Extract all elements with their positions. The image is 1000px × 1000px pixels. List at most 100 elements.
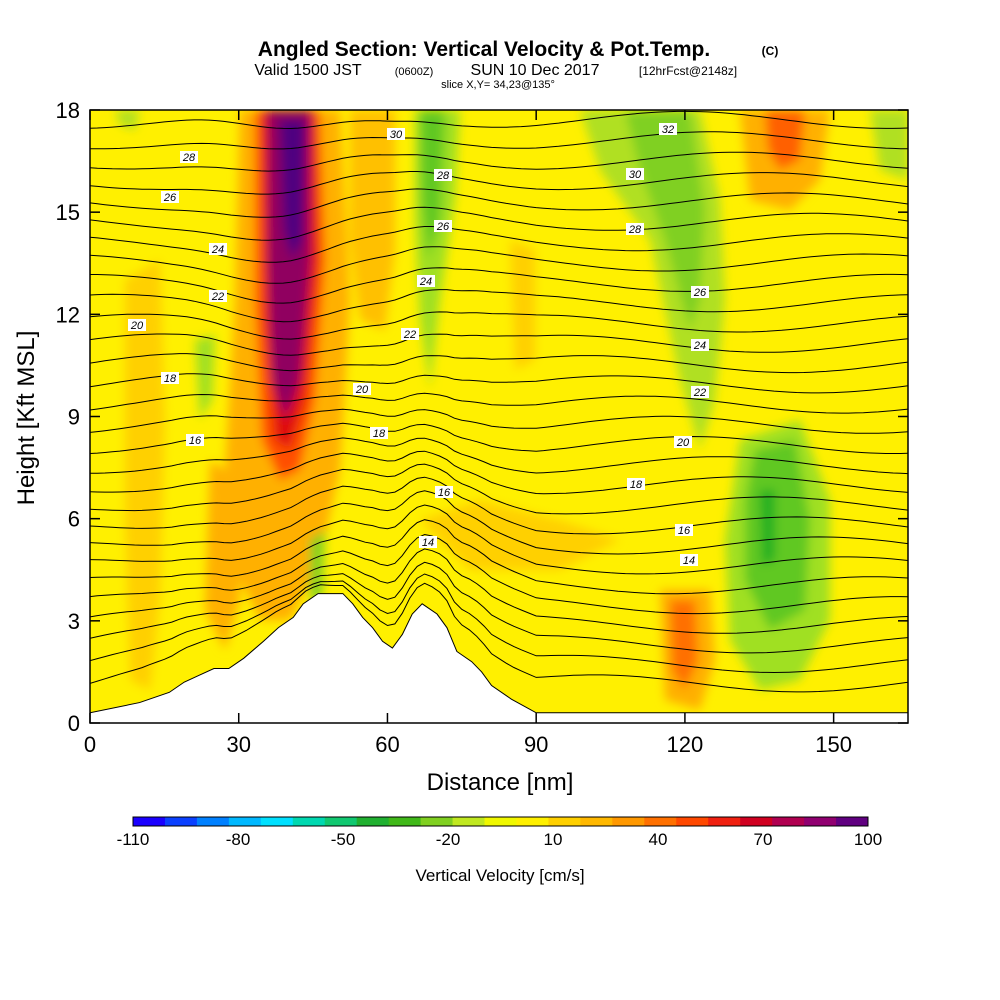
chart-subtitle-fcst: [12hrFcst@2148z] <box>639 64 737 78</box>
isentrope-label: 28 <box>436 170 450 182</box>
isentrope-label: 14 <box>683 555 695 567</box>
colorbar-swatch <box>644 817 677 826</box>
isentrope-label-bg <box>209 243 227 255</box>
colorbar-swatch <box>580 817 613 826</box>
y-axis: 0 3 6 9 12 15 18 <box>56 98 908 736</box>
isentrope-label-bg <box>434 169 452 181</box>
colorbar-tick-label: 10 <box>544 830 563 849</box>
updraft-core <box>765 110 805 170</box>
isentrope-label: 20 <box>676 437 690 449</box>
isentrope-label-bg <box>675 524 693 536</box>
colorbar-swatch <box>292 817 326 826</box>
colorbar-tick-label: 100 <box>854 830 882 849</box>
isentrope-line <box>90 131 908 150</box>
y-tick-label: 6 <box>68 507 80 532</box>
isentrope-label: 20 <box>130 320 144 332</box>
isentrope-label: 18 <box>373 428 386 440</box>
isentrope-label: 24 <box>419 276 432 288</box>
isentrope-line <box>90 110 908 130</box>
terrain <box>90 593 908 723</box>
isentrope-line <box>90 311 908 340</box>
chart-title-units: (C) <box>762 44 779 58</box>
colorbar-swatch <box>804 817 837 826</box>
colorbar-swatch <box>676 817 709 826</box>
isentrope-label: 24 <box>693 340 706 352</box>
isentrope-label: 26 <box>693 287 707 299</box>
chart-subtitle-utc: (0600Z) <box>395 66 434 78</box>
isentrope-label-bg <box>626 223 644 235</box>
isentrope-line <box>90 533 908 615</box>
chart-title: Angled Section: Vertical Velocity & Pot.… <box>258 38 710 61</box>
isentrope-line <box>90 151 908 172</box>
isentrope-line <box>90 206 908 241</box>
updraft-core <box>280 120 305 260</box>
isentrope-line <box>90 519 908 595</box>
x-axis-label: Distance [nm] <box>427 769 574 796</box>
colorbar-swatch <box>324 817 358 826</box>
colorbar-swatch <box>484 817 517 826</box>
colorbar <box>132 816 869 827</box>
isentrope-line <box>90 450 908 495</box>
isentrope-line <box>90 226 908 263</box>
isentrope-label: 30 <box>629 169 642 181</box>
downdraft-region <box>760 490 775 565</box>
isentrope-line <box>90 561 908 654</box>
colorbar-tick-label: -80 <box>226 830 251 849</box>
isentrope-label: 26 <box>436 221 450 233</box>
isentrope-line <box>90 476 908 535</box>
isentrope-label: 16 <box>438 487 451 499</box>
updraft-region <box>125 260 165 690</box>
y-axis-label: Height [Kft MSL] <box>13 331 40 506</box>
chart-subtitle-valid: Valid 1500 JST <box>254 62 362 79</box>
isentrope-label: 32 <box>662 124 674 136</box>
isentrope-line <box>90 188 908 218</box>
isentrope-label-group: 14 16 18 20 22 24 26 28 30 32 30 28 26 24 22 20 18 16 14 28… <box>128 123 709 567</box>
y-tick-label: 12 <box>56 302 80 327</box>
isentrope-line <box>90 490 908 555</box>
isentrope-label-bg <box>209 290 227 302</box>
updraft-region <box>420 500 620 570</box>
isentrope-label-bg <box>691 286 709 298</box>
isentrope-line <box>90 548 908 634</box>
x-axis: 0 30 60 90 120 150 <box>84 110 852 757</box>
isentrope-label-bg <box>691 339 709 351</box>
x-tick-label: 90 <box>524 732 548 757</box>
isentrope-label: 30 <box>390 129 403 141</box>
isentrope-line <box>90 463 908 515</box>
isentrope-label-bg <box>370 427 388 439</box>
isentrope-label-bg <box>434 220 452 232</box>
chart-subtitle-date: SUN 10 Dec 2017 <box>471 62 600 79</box>
isentrope-label-bg <box>401 328 419 340</box>
isentrope-label: 18 <box>164 373 177 385</box>
isentrope-line <box>90 171 908 195</box>
updraft-region <box>350 110 395 330</box>
x-tick-label: 60 <box>375 732 399 757</box>
y-tick-label: 18 <box>56 98 80 123</box>
isentrope-label-bg <box>387 128 405 140</box>
isentrope-label: 28 <box>628 224 642 236</box>
plot-area: 14 16 18 20 22 24 26 28 30 32 30 28 26 24 22 20 18 16 14 28… <box>90 110 908 723</box>
downdraft-region <box>310 530 325 600</box>
colorbar-swatch <box>452 817 486 826</box>
isentrope-label-bg <box>180 151 198 163</box>
y-tick-label: 3 <box>68 609 80 634</box>
isentrope-label: 28 <box>182 152 196 164</box>
isentrope-label: 18 <box>630 479 643 491</box>
slice-label: slice X,Y= 34,23@135° <box>441 79 555 91</box>
isentrope-label: 22 <box>211 291 224 303</box>
downdraft-region <box>625 110 705 330</box>
updraft-core <box>670 600 698 690</box>
colorbar-swatch <box>260 817 294 826</box>
colorbar-swatch <box>708 817 741 826</box>
colorbar-swatch <box>133 817 166 826</box>
colorbar-swatch <box>836 817 869 826</box>
isentrope-line <box>90 582 908 693</box>
colorbar-swatch <box>548 817 581 826</box>
isentrope-label-bg <box>186 434 204 446</box>
x-tick-label: 0 <box>84 732 96 757</box>
colorbar-frame <box>132 816 869 827</box>
colorbar-swatch <box>740 817 773 826</box>
isentrope-label-bg <box>626 168 644 180</box>
isentrope-line <box>90 504 908 575</box>
